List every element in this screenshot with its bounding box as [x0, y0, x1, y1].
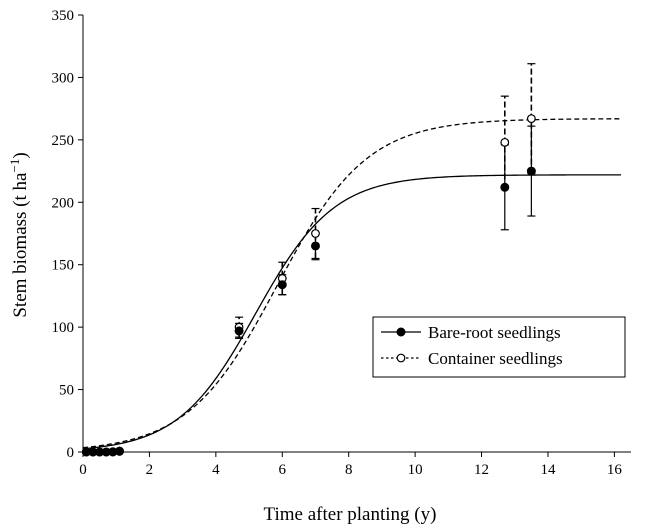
data-point-bare-root	[277, 280, 287, 290]
data-point-bare-root	[115, 446, 125, 456]
x-tick-label: 12	[474, 462, 489, 478]
legend-box	[372, 316, 626, 378]
y-tick-label: 350	[52, 8, 75, 24]
x-tick-label: 8	[345, 462, 353, 478]
x-tick-label: 4	[212, 462, 220, 478]
data-point-container	[311, 229, 320, 238]
y-tick-label: 300	[52, 70, 75, 86]
data-point-bare-root	[526, 166, 536, 176]
data-point-bare-root	[234, 326, 244, 336]
x-tick-label: 0	[79, 462, 87, 478]
x-tick-label: 14	[540, 462, 556, 478]
y-tick-label: 150	[52, 258, 75, 274]
y-axis-title-main: Stem biomass (t ha	[10, 172, 31, 318]
y-tick-label: 250	[52, 133, 75, 149]
data-point-bare-root	[310, 241, 320, 251]
x-axis-title: Time after planting (y)	[264, 504, 437, 525]
data-point-container	[526, 114, 536, 124]
legend-label-bare-root: Bare-root seedlings	[428, 323, 561, 342]
y-axis-title-sup: −1	[7, 159, 22, 173]
y-tick-label: 100	[52, 320, 75, 336]
y-tick-label: 200	[52, 195, 75, 211]
legend-marker-bare-root	[396, 327, 406, 337]
y-tick-label: 0	[67, 445, 75, 461]
axes: 0 2 4 6 8 10 12 14 16 0 50 100 150 200 250 300 350	[52, 8, 631, 478]
legend-marker-container	[396, 353, 406, 363]
fit-curve-bare-root	[82, 174, 622, 450]
x-tick-label: 10	[408, 462, 423, 478]
plot-area	[81, 63, 622, 457]
data-point-bare-root	[500, 182, 510, 192]
fit-curve-container	[82, 118, 622, 449]
x-tick-label: 6	[279, 462, 287, 478]
legend-label-container: Container seedlings	[428, 349, 563, 368]
x-tick-label: 2	[146, 462, 154, 478]
x-tick-label: 16	[607, 462, 623, 478]
y-tick-label: 50	[59, 383, 74, 399]
data-point-container	[500, 137, 510, 147]
legend: Bare-root seedlings Container seedlings	[372, 316, 626, 378]
y-axis-title: Stem biomass (t ha−1)	[7, 152, 31, 317]
y-axis-title-tail: )	[10, 152, 31, 158]
